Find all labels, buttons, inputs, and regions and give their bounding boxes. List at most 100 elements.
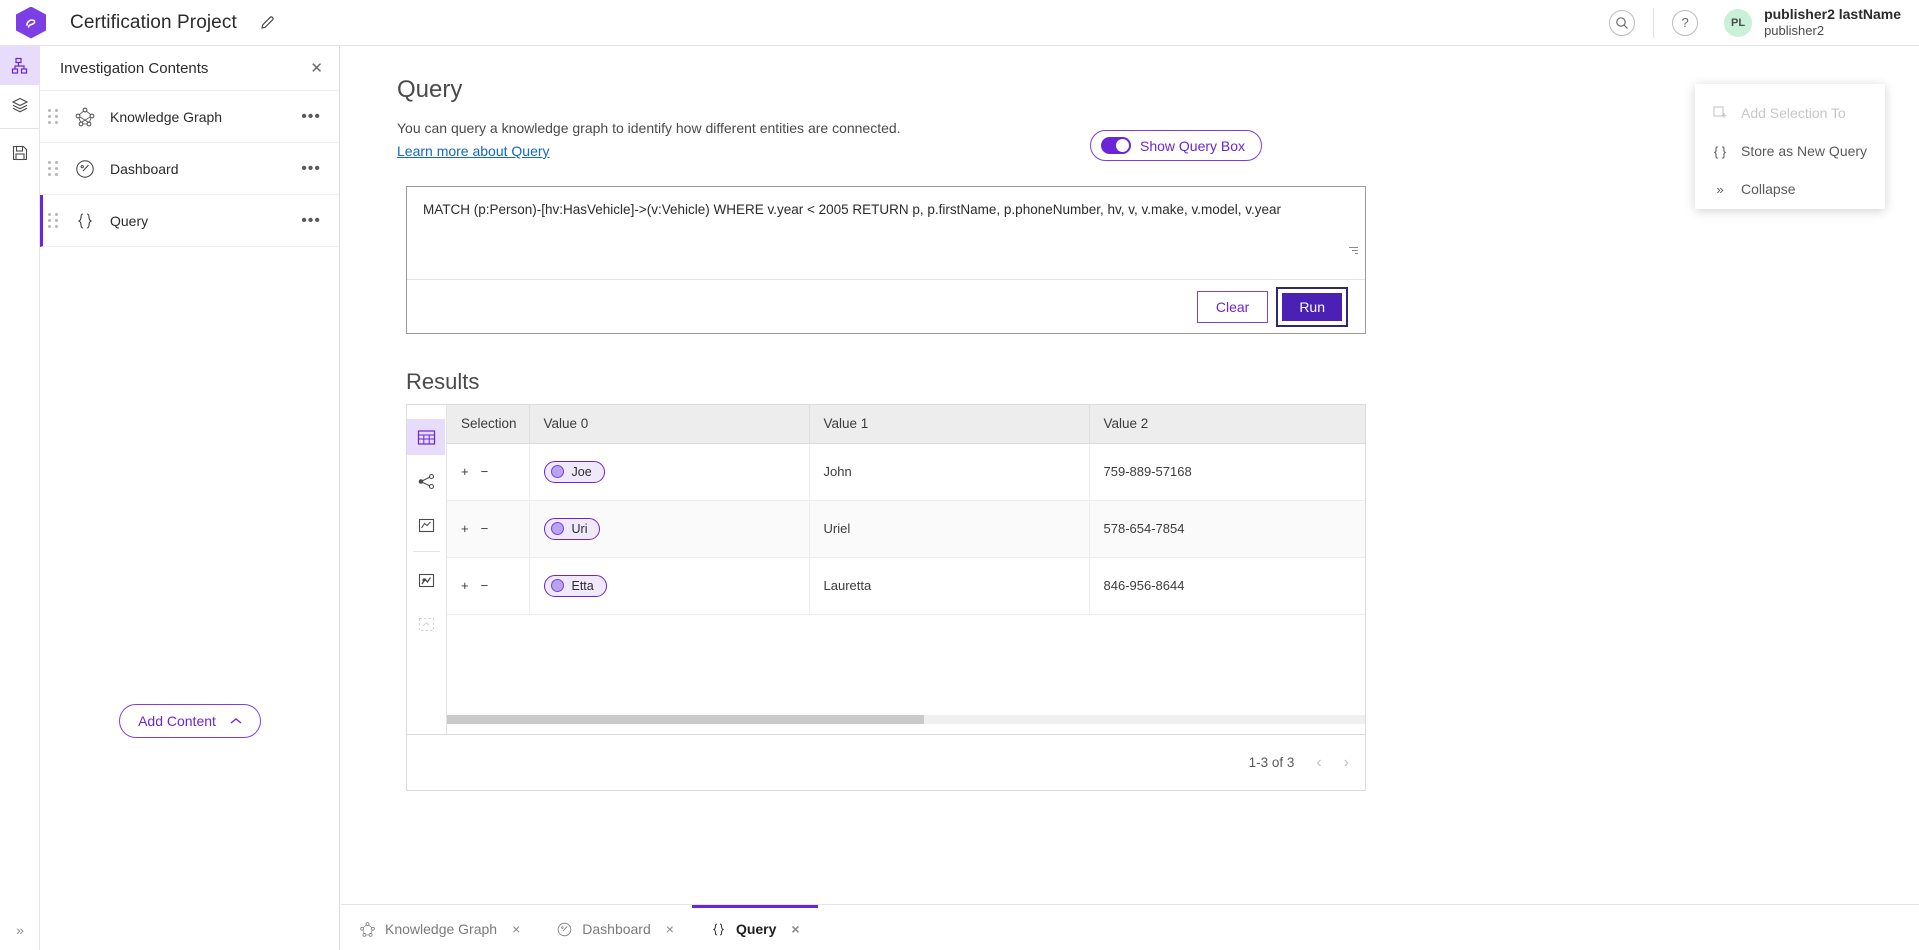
avatar[interactable]: PL — [1724, 8, 1753, 37]
value-1-cell: Uriel — [809, 500, 1090, 558]
content-item-more-menu[interactable]: ••• — [301, 159, 321, 177]
tab-close-icon[interactable]: × — [791, 921, 800, 937]
table-row: +− Etta Lauretta 846-956-8644 →HasVehicl… — [447, 557, 1365, 615]
drag-handle-icon[interactable] — [48, 213, 62, 228]
add-row-button[interactable]: + — [461, 578, 469, 593]
menu-item-store-as-new-query[interactable]: { } Store as New Query — [1695, 132, 1885, 170]
add-content-label: Add Content — [138, 713, 216, 729]
help-icon[interactable]: ? — [1672, 9, 1699, 36]
results-title: Results — [406, 369, 480, 394]
column-header-value-2[interactable]: Value 2 — [1089, 405, 1365, 444]
resize-handle[interactable] — [1349, 245, 1359, 255]
value-1-cell: Lauretta — [809, 557, 1090, 615]
entity-dot-icon — [550, 522, 564, 535]
results-grid: Selection Value 0 Value 1 Value 2 Value … — [447, 405, 1365, 734]
query-actions: Clear Run — [407, 279, 1365, 333]
dashboard-gauge-icon — [72, 158, 98, 180]
drag-handle-icon[interactable] — [48, 161, 62, 176]
query-resize-area — [407, 247, 1365, 279]
content-item-query[interactable]: Query ••• — [40, 195, 339, 247]
chevron-up-icon — [230, 718, 242, 724]
section-description: You can query a knowledge graph to ident… — [397, 120, 901, 136]
previous-page-button[interactable]: ‹ — [1316, 753, 1322, 771]
add-row-button[interactable]: + — [461, 464, 469, 479]
table-row: +− Joe John 759-889-57168 →HasVehicle — [447, 443, 1365, 501]
tab-label: Dashboard — [582, 921, 651, 937]
rail-item-hierarchy[interactable] — [0, 46, 40, 85]
entity-cell: Joe — [529, 443, 810, 501]
entity-dot-icon — [550, 579, 564, 592]
user-info: publisher2 lastName publisher2 — [1764, 6, 1901, 40]
table-view-icon[interactable] — [407, 419, 445, 455]
braces-icon — [712, 923, 725, 935]
collapse-icon: » — [1716, 181, 1724, 197]
menu-item-label: Add Selection To — [1741, 105, 1846, 121]
menu-item-label: Store as New Query — [1741, 143, 1868, 159]
add-row-button[interactable]: + — [461, 521, 469, 536]
search-icon[interactable] — [1609, 9, 1636, 36]
chevron-double-right-icon[interactable]: » — [16, 922, 24, 938]
user-handle: publisher2 — [1764, 23, 1825, 39]
next-page-button[interactable]: › — [1343, 753, 1349, 771]
panel-title: Investigation Contents — [60, 59, 209, 77]
braces-icon — [72, 210, 98, 232]
menu-item-label: Collapse — [1741, 181, 1796, 197]
column-header-value-0[interactable]: Value 0 — [529, 405, 810, 444]
query-input[interactable]: MATCH (p:Person)-[hv:HasVehicle]->(v:Veh… — [423, 202, 1282, 217]
rail-item-save[interactable] — [0, 133, 40, 172]
rail-item-layers[interactable] — [0, 85, 40, 124]
remove-row-button[interactable]: − — [480, 521, 489, 536]
content-item-label: Knowledge Graph — [110, 108, 223, 125]
app-logo-hexagon-icon[interactable] — [16, 6, 46, 39]
menu-item-collapse[interactable]: » Collapse — [1695, 170, 1885, 208]
top-bar: Certification Project ? PL publisher2 la… — [0, 0, 1919, 46]
show-query-box-toggle[interactable]: Show Query Box — [1090, 130, 1263, 161]
close-icon[interactable]: ✕ — [310, 60, 323, 77]
value-2-cell: 759-889-57168 — [1089, 443, 1365, 501]
tab-label: Query — [735, 921, 777, 937]
tab-close-icon[interactable]: × — [512, 921, 521, 937]
column-header-selection[interactable]: Selection — [447, 405, 530, 444]
content-item-label: Query — [110, 212, 149, 229]
scrollbar-thumb[interactable] — [447, 715, 925, 724]
bottom-tab-bar: Knowledge Graph × Dashboard × Query × — [341, 904, 1919, 950]
knowledge-graph-icon — [72, 106, 98, 128]
query-header-block: Query You can query a knowledge graph to… — [341, 46, 1919, 161]
content-item-dashboard[interactable]: Dashboard ••• — [40, 143, 339, 195]
toggle-switch[interactable] — [1101, 137, 1131, 154]
run-button[interactable]: Run — [1280, 290, 1344, 323]
tab-knowledge-graph[interactable]: Knowledge Graph × — [341, 905, 538, 950]
add-content-button[interactable]: Add Content — [119, 704, 261, 738]
tab-close-icon[interactable]: × — [665, 921, 674, 937]
pencil-icon[interactable] — [259, 14, 277, 32]
entity-chip[interactable]: Etta — [543, 574, 607, 597]
remove-row-button[interactable]: − — [480, 578, 489, 593]
clear-button[interactable]: Clear — [1196, 290, 1269, 323]
entity-chip[interactable]: Joe — [543, 460, 605, 483]
investigation-contents-panel: Investigation Contents ✕ Knowledge Graph… — [40, 46, 340, 950]
column-header-value-1[interactable]: Value 1 — [809, 405, 1090, 444]
page-title: Certification Project — [70, 11, 237, 33]
pagination-bar: 1-3 of 3 ‹ › — [406, 735, 1366, 791]
selection-cell: + − — [447, 443, 530, 501]
tab-dashboard[interactable]: Dashboard × — [538, 905, 692, 950]
horizontal-scrollbar[interactable] — [447, 715, 1365, 724]
knowledge-graph-icon — [360, 921, 375, 937]
remove-row-button[interactable]: − — [480, 464, 489, 479]
content-item-more-menu[interactable]: ••• — [301, 211, 321, 229]
tab-query[interactable]: Query × — [691, 905, 818, 950]
menu-item-add-selection-to: Add Selection To — [1695, 94, 1885, 132]
content-item-knowledge-graph[interactable]: Knowledge Graph ••• — [40, 91, 339, 143]
toggle-label: Show Query Box — [1140, 137, 1246, 154]
drag-handle-icon[interactable] — [48, 109, 62, 124]
entity-chip[interactable]: Uri — [543, 517, 601, 540]
results-table: Selection Value 0 Value 1 Value 2 Value … — [447, 405, 1365, 615]
map-view-icon[interactable] — [407, 507, 445, 543]
graph-view-icon[interactable] — [407, 463, 445, 499]
content-item-more-menu[interactable]: ••• — [301, 107, 321, 125]
value-1-cell: John — [809, 443, 1090, 501]
learn-more-link[interactable]: Learn more about Query — [397, 143, 550, 159]
add-content-area: Add Content — [40, 704, 340, 738]
selection-cell: + − — [447, 557, 530, 615]
chart-view-icon[interactable] — [407, 562, 445, 598]
